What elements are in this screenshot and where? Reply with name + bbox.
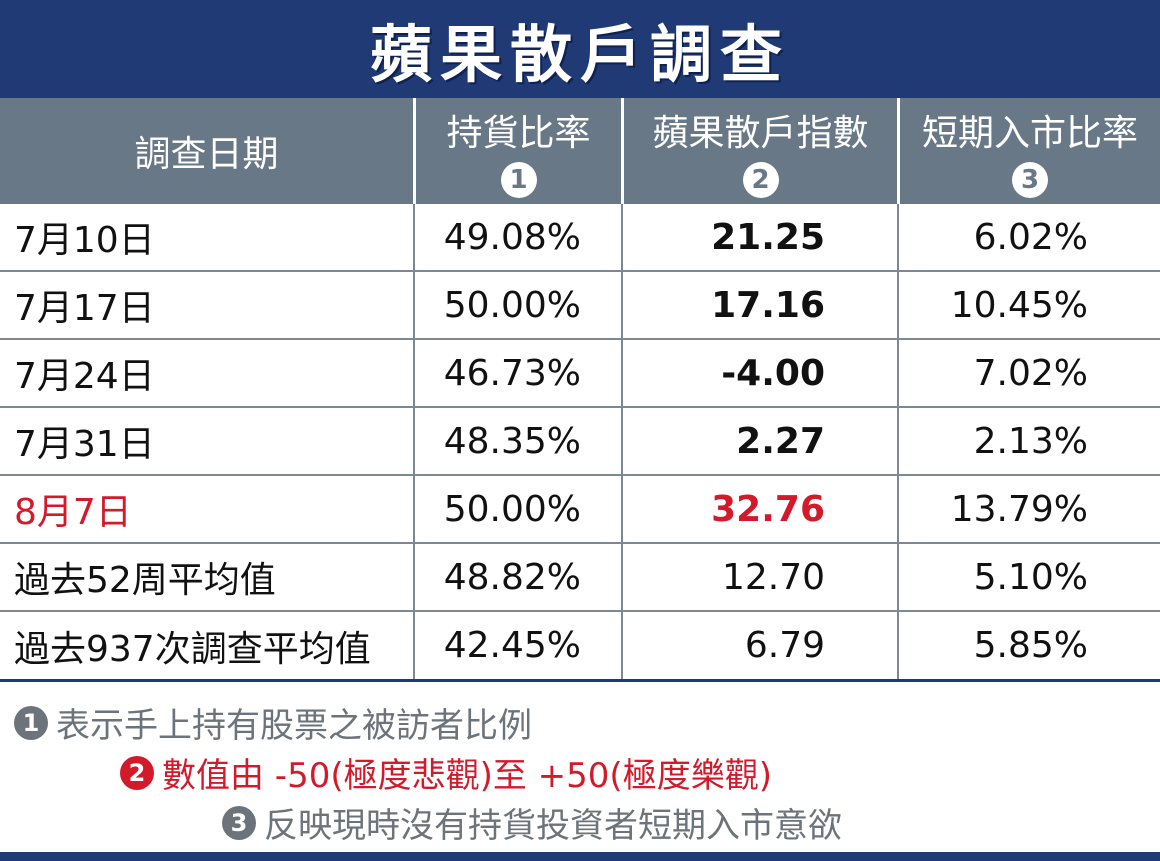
circled-number-two-icon: 2 xyxy=(742,162,779,198)
footnote-1: 1 表示手上持有股票之被訪者比例 xyxy=(14,698,532,747)
date-cell: 過去937次調查平均值 xyxy=(14,628,371,670)
bottom-rule xyxy=(0,852,1160,861)
table-row: 過去52周平均值 48.82% 12.70 5.10% xyxy=(0,544,1160,612)
header-holding-ratio: 持貨比率 1 xyxy=(413,98,621,204)
table-row: 過去937次調查平均值 42.45% 6.79 5.85% xyxy=(0,612,1160,682)
footnote-2: 2 數值由 -50(極度悲觀)至 +50(極度樂觀) xyxy=(120,748,772,797)
table-body: 7月10日 49.08% 21.25 6.02% 7月17日 50.00% 17… xyxy=(0,204,1160,682)
short-term-entry-cell: 6.02% xyxy=(897,204,1160,270)
holding-ratio-cell: 42.45% xyxy=(413,612,621,679)
holding-ratio-cell: 50.00% xyxy=(413,476,621,542)
retail-index-cell: 2.27 xyxy=(621,408,897,474)
retail-index-cell: 6.79 xyxy=(621,612,897,679)
retail-index-cell: 12.70 xyxy=(621,544,897,610)
holding-ratio-cell: 49.08% xyxy=(413,204,621,270)
circled-number-three-icon: 3 xyxy=(1012,162,1048,198)
circled-number-three-icon: 3 xyxy=(222,805,256,840)
holding-ratio-cell: 50.00% xyxy=(413,272,621,338)
footnote-2-text: 數值由 -50(極度悲觀)至 +50(極度樂觀) xyxy=(162,756,772,796)
circled-number-one-icon: 1 xyxy=(14,705,48,740)
header-holding-ratio-label: 持貨比率 xyxy=(446,113,591,154)
short-term-entry-cell: 10.45% xyxy=(897,272,1160,338)
circled-number-one-icon: 1 xyxy=(500,162,537,198)
table-row: 7月17日 50.00% 17.16 10.45% xyxy=(0,272,1160,340)
date-cell: 7月24日 xyxy=(14,356,155,397)
retail-index-cell: -4.00 xyxy=(621,340,897,406)
footnote-3-text: 反映現時沒有持貨投資者短期入市意欲 xyxy=(264,806,842,846)
footnote-1-text: 表示手上持有股票之被訪者比例 xyxy=(56,706,532,746)
table-title: 蘋果散戶調查 xyxy=(369,18,790,91)
table-row: 7月10日 49.08% 21.25 6.02% xyxy=(0,204,1160,272)
holding-ratio-cell: 48.35% xyxy=(413,408,621,474)
header-date-label: 調查日期 xyxy=(134,134,279,175)
retail-index-cell: 32.76 xyxy=(621,476,897,542)
header-retail-index-label: 蘋果散戶指數 xyxy=(652,113,869,154)
date-cell: 7月17日 xyxy=(14,288,155,329)
header-retail-index: 蘋果散戶指數 2 xyxy=(621,98,897,204)
date-cell: 8月7日 xyxy=(14,492,132,533)
date-cell: 7月31日 xyxy=(14,424,155,465)
short-term-entry-cell: 2.13% xyxy=(897,408,1160,474)
header-row: 調查日期 持貨比率 1 蘋果散戶指數 2 短期入市比率 3 xyxy=(0,98,1160,204)
footnote-3: 3 反映現時沒有持貨投資者短期入市意欲 xyxy=(222,798,842,847)
footnotes: 1 表示手上持有股票之被訪者比例 2 數值由 -50(極度悲觀)至 +50(極度… xyxy=(0,684,1160,852)
date-cell: 7月10日 xyxy=(14,220,155,261)
short-term-entry-cell: 5.85% xyxy=(897,612,1160,679)
holding-ratio-cell: 46.73% xyxy=(413,340,621,406)
header-short-term-entry: 短期入市比率 3 xyxy=(897,98,1160,204)
holding-ratio-cell: 48.82% xyxy=(413,544,621,610)
retail-index-cell: 17.16 xyxy=(621,272,897,338)
title-bar: 蘋果散戶調查 xyxy=(0,0,1160,98)
short-term-entry-cell: 5.10% xyxy=(897,544,1160,610)
short-term-entry-cell: 13.79% xyxy=(897,476,1160,542)
short-term-entry-cell: 7.02% xyxy=(897,340,1160,406)
header-short-term-entry-label: 短期入市比率 xyxy=(921,113,1138,154)
table-row-highlighted: 8月7日 50.00% 32.76 13.79% xyxy=(0,476,1160,544)
header-date: 調查日期 xyxy=(0,98,413,204)
circled-number-two-icon: 2 xyxy=(120,755,154,790)
date-cell: 過去52周平均值 xyxy=(14,560,276,601)
table-row: 7月24日 46.73% -4.00 7.02% xyxy=(0,340,1160,408)
retail-index-cell: 21.25 xyxy=(621,204,897,270)
table-row: 7月31日 48.35% 2.27 2.13% xyxy=(0,408,1160,476)
